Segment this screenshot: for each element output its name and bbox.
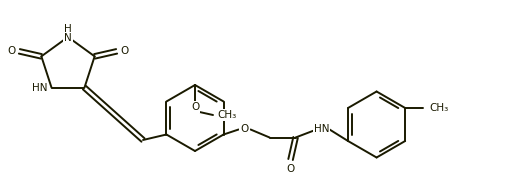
- Text: O: O: [7, 46, 15, 56]
- Text: O: O: [241, 124, 249, 135]
- Text: H: H: [64, 24, 72, 34]
- Text: HN: HN: [32, 83, 47, 93]
- Text: CH₃: CH₃: [430, 103, 449, 113]
- Text: N: N: [64, 33, 72, 43]
- Text: O: O: [191, 102, 199, 112]
- Text: HN: HN: [314, 124, 329, 135]
- Text: CH₃: CH₃: [217, 110, 236, 120]
- Text: O: O: [286, 163, 295, 174]
- Text: O: O: [121, 46, 129, 56]
